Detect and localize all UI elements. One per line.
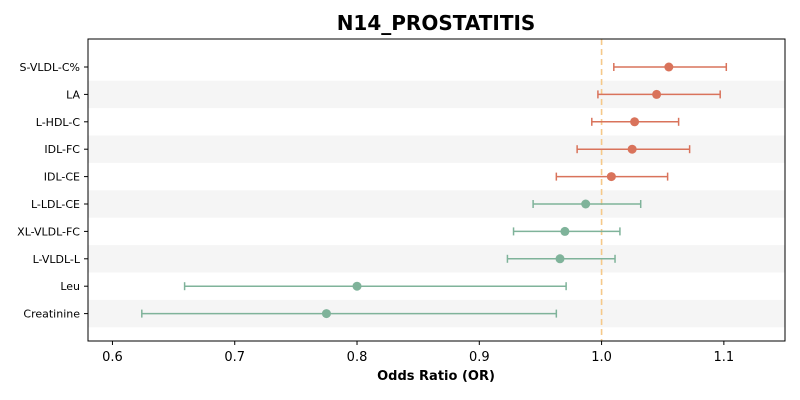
- row-band: [88, 245, 785, 273]
- forest-row: [532, 199, 642, 209]
- forest-row: [613, 62, 728, 72]
- forest-row: [183, 281, 567, 291]
- x-tick-label: 0.9: [469, 350, 490, 365]
- odds-ratio-point: [581, 199, 591, 209]
- forest-row: [576, 144, 691, 154]
- data-marks: [141, 62, 728, 319]
- x-tick-label: 0.8: [347, 350, 368, 365]
- odds-ratio-point: [555, 254, 565, 264]
- odds-ratio-point: [664, 62, 674, 72]
- row-bands: [88, 80, 785, 328]
- odds-ratio-point: [652, 89, 662, 99]
- y-axis: S-VLDL-C% LA L-HDL-C IDL-FC IDL-CE L-LDL-CE XL…: [17, 61, 88, 321]
- chart-title: N14_PROSTATITIS: [337, 11, 536, 35]
- forest-row: [591, 117, 680, 127]
- x-axis-label: Odds Ratio (OR): [377, 369, 495, 384]
- plot-frame: [87, 38, 786, 342]
- forest-row: [141, 309, 558, 319]
- y-tick-label: Creatinine: [23, 308, 80, 321]
- row-band: [88, 190, 785, 218]
- x-tick-label: 1.1: [714, 350, 735, 365]
- forest-row: [512, 226, 621, 236]
- x-tick-label: 0.7: [224, 350, 245, 365]
- y-tick-label: L-HDL-C: [36, 116, 81, 129]
- forest-row: [555, 172, 669, 182]
- y-tick-label: Leu: [60, 280, 80, 293]
- y-tick-label: S-VLDL-C%: [20, 61, 80, 74]
- y-tick-label: L-LDL-CE: [31, 198, 80, 211]
- odds-ratio-point: [606, 172, 616, 182]
- y-tick-label: IDL-FC: [44, 143, 80, 156]
- odds-ratio-point: [627, 144, 637, 154]
- odds-ratio-point: [321, 309, 331, 319]
- odds-ratio-point: [560, 226, 570, 236]
- odds-ratio-point: [352, 281, 362, 291]
- y-tick-label: IDL-CE: [44, 171, 80, 184]
- x-tick-label: 0.6: [102, 350, 123, 365]
- x-axis: 0.6 0.7 0.8 0.9 1.0 1.1: [102, 341, 734, 365]
- x-tick-label: 1.0: [591, 350, 612, 365]
- y-tick-label: XL-VLDL-FC: [17, 225, 80, 238]
- forest-row: [597, 89, 721, 99]
- forest-row: [506, 254, 616, 264]
- odds-ratio-point: [630, 117, 640, 127]
- y-tick-label: L-VLDL-L: [33, 253, 81, 266]
- y-tick-label: LA: [66, 88, 80, 101]
